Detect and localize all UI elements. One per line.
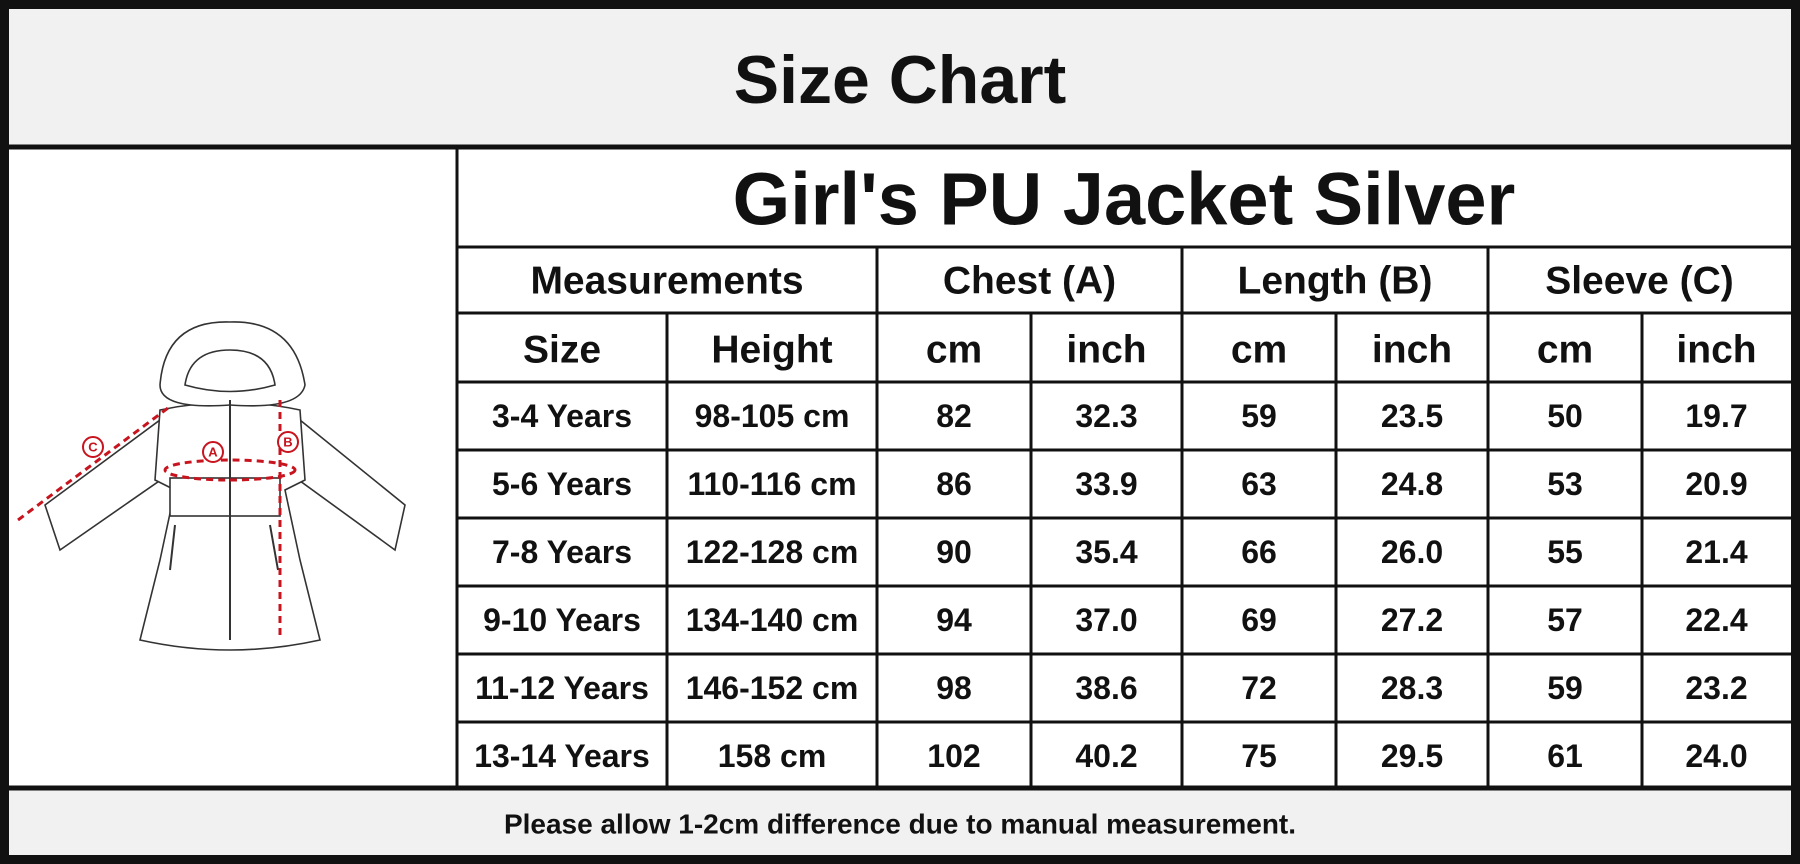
- label-c: C: [88, 440, 98, 455]
- sub-header: cm: [926, 329, 982, 372]
- table-cell: 11-12 Years: [475, 670, 649, 706]
- table-grid: [0, 144, 1800, 791]
- table-cell: 24.8: [1381, 466, 1443, 502]
- table-cell: 86: [936, 466, 972, 502]
- label-b: B: [283, 435, 292, 450]
- group-header: Length (B): [1238, 260, 1433, 303]
- group-header: Chest (A): [943, 260, 1116, 303]
- table-cell: 21.4: [1685, 534, 1747, 570]
- table-cell: 26.0: [1381, 534, 1443, 570]
- table-cell: 20.9: [1685, 466, 1747, 502]
- table-cell: 35.4: [1075, 534, 1137, 570]
- table-cell: 53: [1547, 466, 1583, 502]
- table-cell: 3-4 Years: [492, 398, 632, 434]
- jacket-illustration: C A B: [17, 321, 406, 651]
- table-cell: 98: [936, 670, 972, 706]
- table-cell: 59: [1241, 398, 1277, 434]
- table-cell: 102: [927, 738, 980, 774]
- table-cell: 75: [1241, 738, 1277, 774]
- table-cell: 28.3: [1381, 670, 1443, 706]
- table-cell: 59: [1547, 670, 1583, 706]
- footer-band: [5, 788, 1795, 859]
- group-header: Sleeve (C): [1545, 260, 1734, 303]
- table-cell: 23.5: [1381, 398, 1443, 434]
- sub-header: inch: [1676, 329, 1756, 372]
- table-cell: 32.3: [1075, 398, 1137, 434]
- table-cell: 63: [1241, 466, 1277, 502]
- sub-header: Height: [711, 329, 832, 372]
- table-cell: 146-152 cm: [686, 670, 859, 706]
- table-cell: 33.9: [1075, 466, 1137, 502]
- table-cell: 122-128 cm: [686, 534, 859, 570]
- table-cell: 94: [936, 602, 972, 638]
- sub-header: Size: [523, 329, 601, 372]
- table-cell: 23.2: [1685, 670, 1747, 706]
- table-cell: 27.2: [1381, 602, 1443, 638]
- label-a: A: [208, 445, 218, 460]
- table-cell: 22.4: [1685, 602, 1747, 638]
- table-cell: 9-10 Years: [483, 602, 641, 638]
- table-cell: 55: [1547, 534, 1583, 570]
- table-cell: 40.2: [1075, 738, 1137, 774]
- table-cell: 134-140 cm: [686, 602, 859, 638]
- table-cell: 110-116 cm: [687, 466, 856, 502]
- table-cell: 24.0: [1685, 738, 1747, 774]
- table-cell: 50: [1547, 398, 1583, 434]
- table-cell: 38.6: [1075, 670, 1137, 706]
- table-cell: 13-14 Years: [474, 738, 650, 774]
- footer-note: Please allow 1-2cm difference due to man…: [504, 809, 1296, 840]
- sub-header: inch: [1066, 329, 1146, 372]
- page-title: Size Chart: [734, 42, 1067, 118]
- sub-header: inch: [1372, 329, 1452, 372]
- table-title: Girl's PU Jacket Silver: [733, 158, 1516, 241]
- sub-header: cm: [1231, 329, 1287, 372]
- table-cell: 61: [1547, 738, 1583, 774]
- table-cell: 158 cm: [718, 738, 827, 774]
- table-cell: 66: [1241, 534, 1277, 570]
- table-cell: 19.7: [1685, 398, 1747, 434]
- table-cell: 72: [1241, 670, 1277, 706]
- table-cell: 82: [936, 398, 972, 434]
- table-cell: 98-105 cm: [695, 398, 850, 434]
- sub-header: cm: [1537, 329, 1593, 372]
- group-header: Measurements: [530, 260, 803, 303]
- table-cell: 5-6 Years: [492, 466, 632, 502]
- table-cell: 7-8 Years: [492, 534, 632, 570]
- table-cell: 90: [936, 534, 972, 570]
- table-cell: 57: [1547, 602, 1583, 638]
- table-cell: 37.0: [1075, 602, 1137, 638]
- table-cell: 69: [1241, 602, 1277, 638]
- table-cell: 29.5: [1381, 738, 1443, 774]
- title-band: [5, 5, 1795, 147]
